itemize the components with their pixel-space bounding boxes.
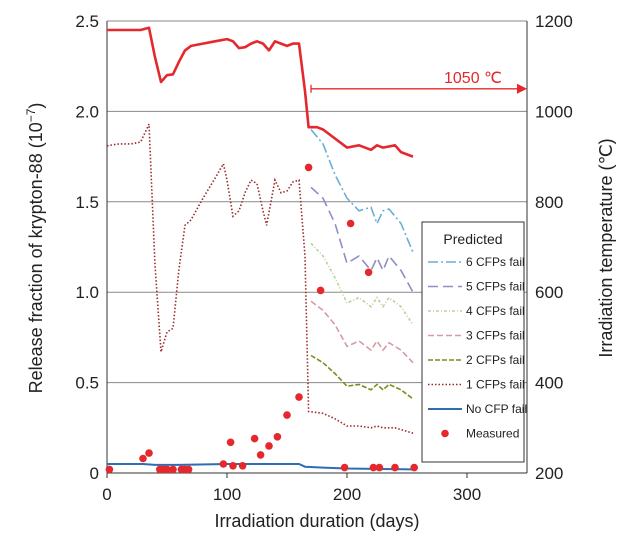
measured-point — [163, 465, 171, 474]
measured-point — [391, 463, 399, 472]
legend-label: 6 CFPs fail — [466, 255, 525, 269]
x-tick-label: 300 — [453, 485, 481, 504]
y-tick-label: 1.5 — [75, 193, 99, 212]
legend-swatch — [441, 429, 449, 438]
measured-point — [346, 219, 355, 228]
temperature-series — [107, 26, 414, 158]
y2-tick-label: 1000 — [535, 102, 573, 121]
legend-label: 5 CFPs fail — [466, 280, 525, 294]
measured-point — [375, 463, 384, 472]
series-line-2 — [310, 186, 414, 293]
legend: Predicted 6 CFPs fail 5 CFPs fail 4 CFPs f… — [421, 221, 527, 463]
measured-point — [256, 451, 265, 459]
measured-point — [340, 463, 349, 472]
legend-title: Predicted — [443, 231, 502, 247]
y-tick-label: 2.5 — [75, 12, 99, 31]
y-tick-label: 0 — [90, 464, 99, 483]
series-line-4 — [310, 300, 414, 364]
x-tick-label: 100 — [213, 485, 241, 504]
y-axis-title: Release fraction of krypton-88 (10−7) — [24, 103, 46, 394]
annotation-arrowhead — [517, 83, 527, 94]
measured-point — [145, 449, 153, 457]
y-tick-label: 0.5 — [75, 374, 99, 393]
y2-tick-label: 200 — [535, 464, 563, 483]
measured-point — [229, 462, 237, 470]
plot-frame — [106, 21, 528, 474]
series-line-3 — [310, 242, 414, 326]
series-line-6 — [106, 123, 414, 434]
measured-point — [273, 433, 282, 441]
y2-axis-title: Irradiation temperature (℃) — [596, 138, 616, 357]
x-tick-label: 0 — [102, 485, 111, 504]
x-axis-title: Irradiation duration (days) — [214, 511, 419, 531]
y-tick-label: 1.0 — [75, 283, 99, 302]
measured-point — [184, 465, 193, 474]
legend-label: 1 CFPs fail — [466, 378, 525, 392]
x-tick-label: 200 — [333, 485, 361, 504]
series-line-5 — [310, 354, 414, 400]
y-ticks: 0 0.5 1.0 1.5 2.0 2.5 — [75, 12, 99, 483]
measured-point — [364, 268, 373, 277]
measured-point — [369, 463, 378, 472]
y2-tick-label: 600 — [535, 283, 563, 302]
measured-point — [410, 463, 419, 472]
measured-point — [169, 465, 177, 474]
measured-point — [105, 465, 114, 474]
legend-label: Measured — [466, 427, 519, 441]
legend-label: No CFP fail — [466, 402, 527, 416]
y-axis-title-exponent: −7 — [24, 108, 38, 122]
legend-label: 3 CFPs fail — [466, 329, 525, 343]
measured-point — [304, 163, 313, 172]
series-line-7 — [107, 463, 414, 471]
y-tick-label: 2.0 — [75, 102, 99, 121]
measured-point — [283, 411, 291, 419]
x-ticks: 0 100 200 300 — [102, 473, 481, 504]
y-axis-title-close: ) — [26, 103, 46, 109]
series-lines — [106, 123, 414, 471]
measured-point — [238, 462, 247, 470]
measured-point — [316, 286, 325, 295]
legend-box — [421, 221, 525, 463]
annotation-text: 1050 ℃ — [444, 70, 502, 87]
legend-label: 2 CFPs fail — [466, 353, 525, 367]
measured-points — [105, 163, 419, 474]
y2-tick-label: 1200 — [535, 12, 573, 31]
measured-point — [250, 434, 259, 443]
legend-label: 4 CFPs fail — [466, 304, 525, 318]
y2-tick-label: 400 — [535, 374, 563, 393]
series-line-1 — [310, 128, 414, 253]
temperature-line — [107, 26, 414, 158]
measured-point — [219, 460, 228, 468]
y2-tick-label: 800 — [535, 193, 563, 212]
measured-point — [139, 454, 147, 463]
y-axis-title-main: Release fraction of krypton-88 (10 — [26, 122, 46, 393]
measured-point — [265, 442, 273, 450]
y2-ticks: 200 400 600 800 1000 1200 — [535, 12, 573, 483]
annotation: 1050 ℃ — [310, 70, 527, 94]
measured-point — [295, 393, 303, 401]
measured-point — [226, 438, 235, 447]
